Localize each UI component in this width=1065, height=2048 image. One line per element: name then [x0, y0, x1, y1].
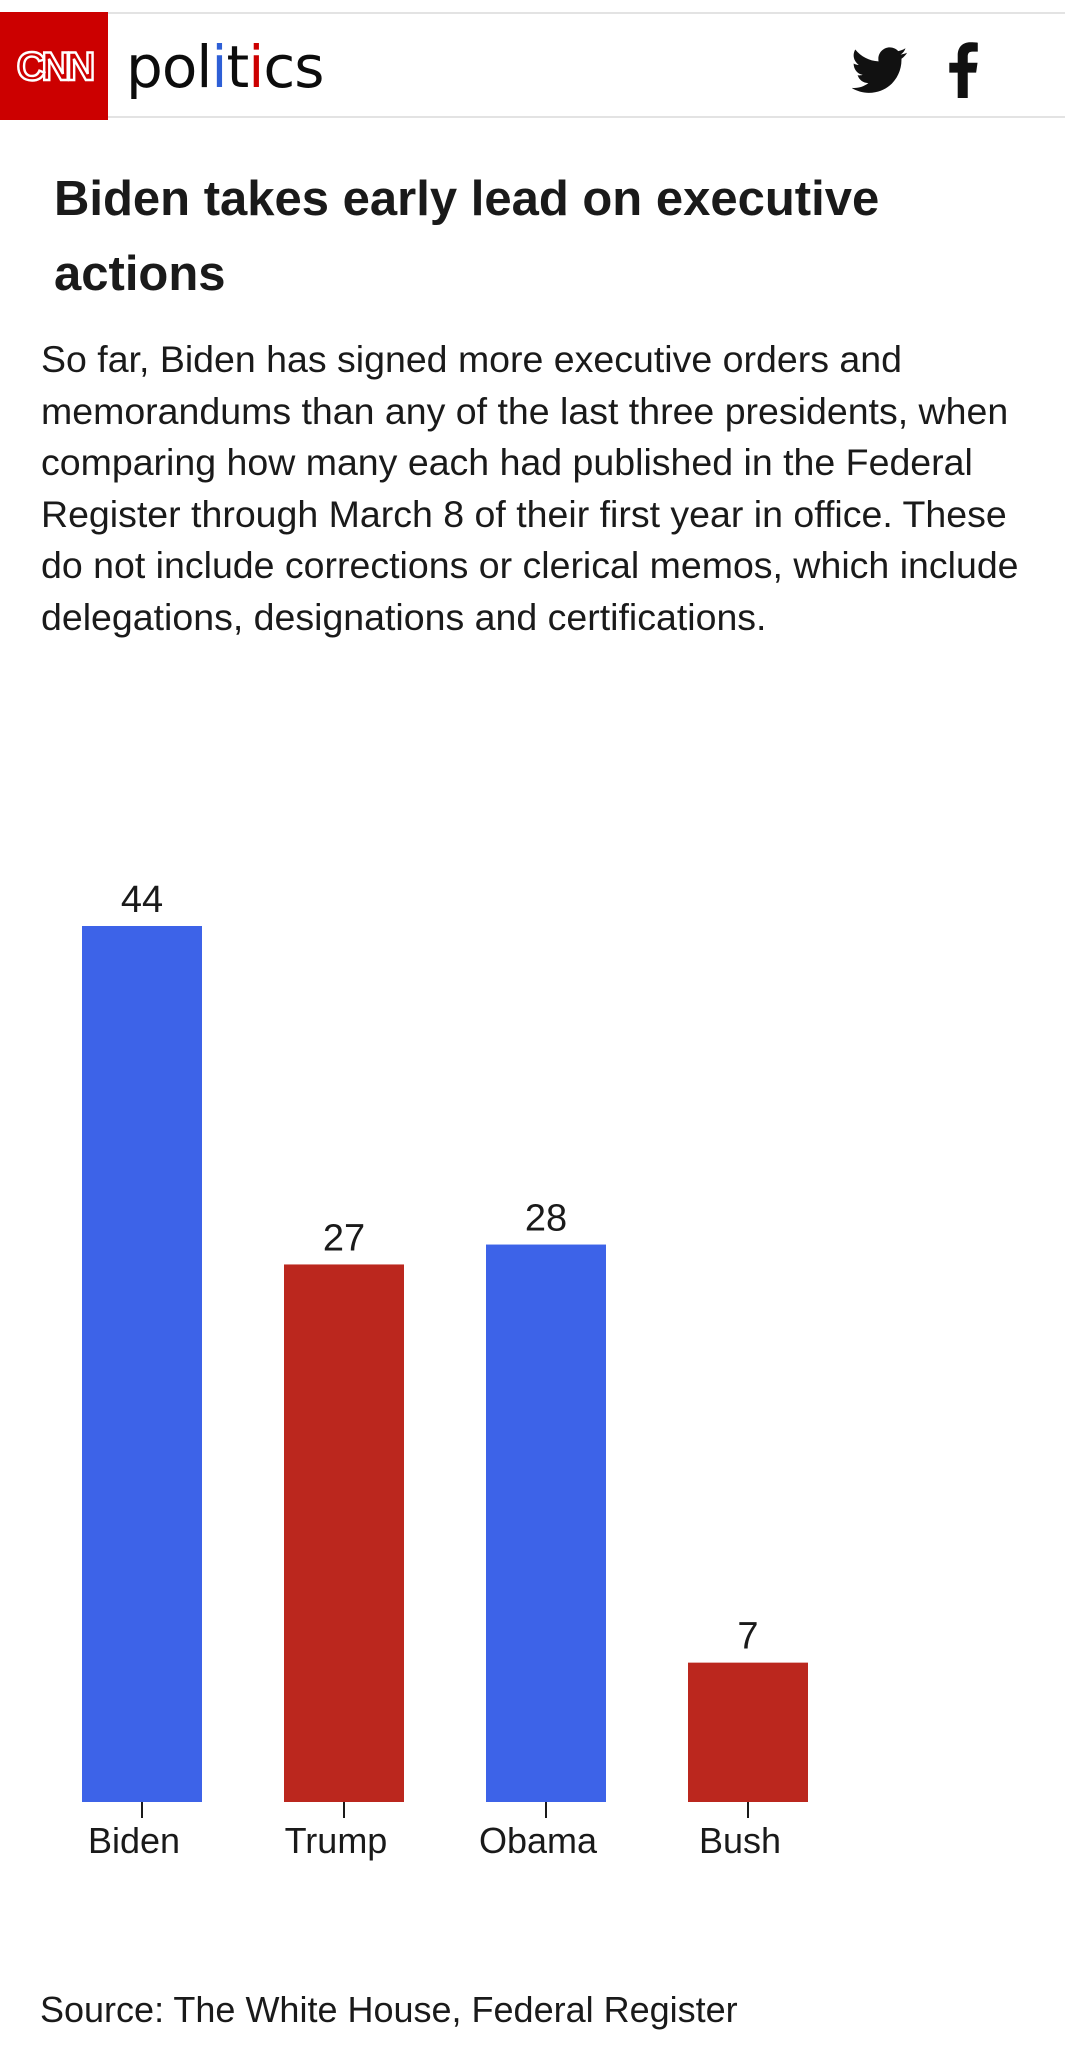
tick-label-biden: Biden: [88, 1820, 180, 1861]
chart-source: Source: The White House, Federal Registe…: [40, 1989, 738, 2030]
tick-label-obama: Obama: [479, 1820, 598, 1861]
data-label-bush: 7: [737, 1616, 758, 1658]
bar-trump: [284, 1264, 404, 1802]
bar-chart-svg: 44 Biden 27 Trump 28 Obama 7 Bush: [82, 879, 808, 1861]
tick-label-bush: Bush: [699, 1820, 781, 1861]
bar-bush: [688, 1662, 808, 1802]
section-title-part: pol: [126, 33, 212, 101]
bar-chart: 44 Biden 27 Trump 28 Obama 7 Bush: [0, 860, 1065, 1880]
facebook-share-button[interactable]: [936, 42, 992, 98]
site-header: CNN politics: [0, 12, 1065, 120]
cnn-logo-letters: CNN: [17, 45, 94, 89]
section-title-part: cs: [263, 33, 324, 101]
cnn-logo-mark: CNN: [15, 44, 98, 90]
bar-obama: [486, 1244, 606, 1802]
data-label-biden: 44: [121, 879, 163, 921]
data-label-obama: 28: [525, 1198, 567, 1240]
bars-layer: 44 Biden 27 Trump 28 Obama 7 Bush: [82, 879, 808, 1861]
section-title-part: i: [211, 33, 227, 101]
data-label-trump: 27: [323, 1217, 365, 1259]
tick-label-trump: Trump: [285, 1820, 388, 1861]
section-title-part: t: [226, 33, 250, 101]
section-title-politics[interactable]: politics: [126, 24, 325, 110]
chart-headline: Biden takes early lead on executive acti…: [54, 172, 880, 301]
section-title-part: i: [248, 33, 264, 101]
facebook-icon: [949, 42, 978, 98]
chart-description: So far, Biden has signed more executive …: [41, 338, 1019, 638]
twitter-share-button[interactable]: [852, 42, 908, 98]
twitter-icon: [852, 47, 908, 93]
bar-biden: [82, 926, 202, 1802]
cnn-logo[interactable]: CNN: [0, 12, 108, 120]
